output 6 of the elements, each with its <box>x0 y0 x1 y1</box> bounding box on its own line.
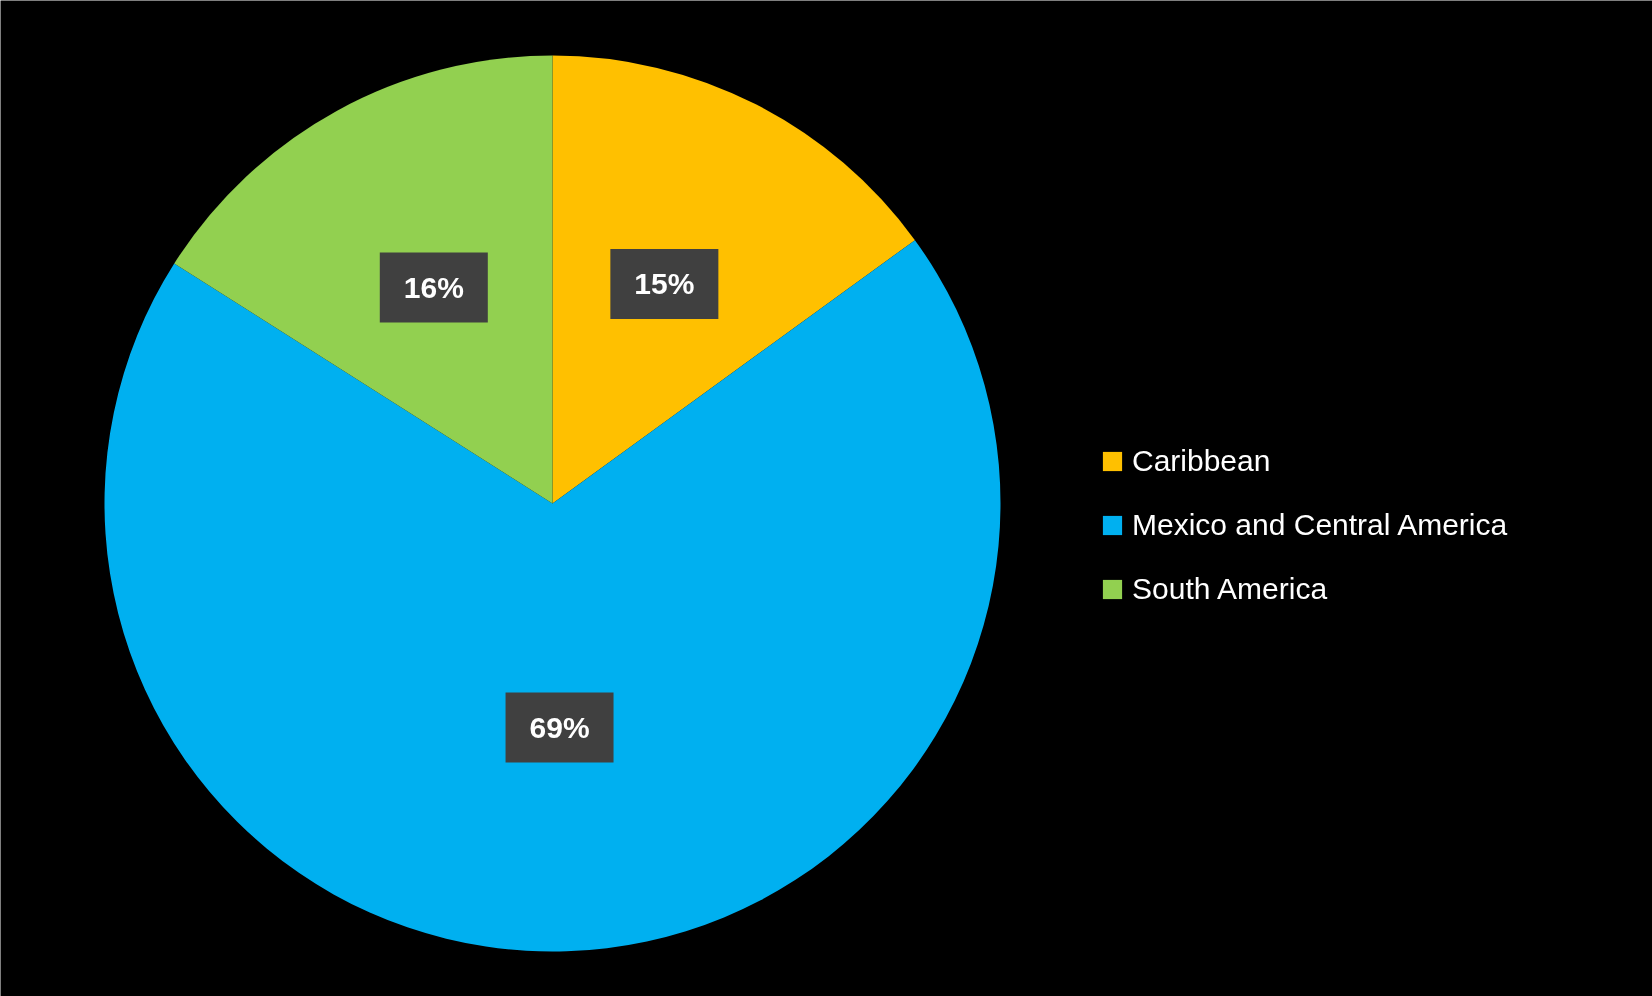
legend-label: Mexico and Central America <box>1132 508 1508 542</box>
legend-label: South America <box>1132 572 1328 606</box>
legend-label: Caribbean <box>1132 444 1271 478</box>
data-label: 16% <box>403 271 464 305</box>
data-label: 15% <box>634 267 695 301</box>
data-label: 69% <box>529 710 590 744</box>
